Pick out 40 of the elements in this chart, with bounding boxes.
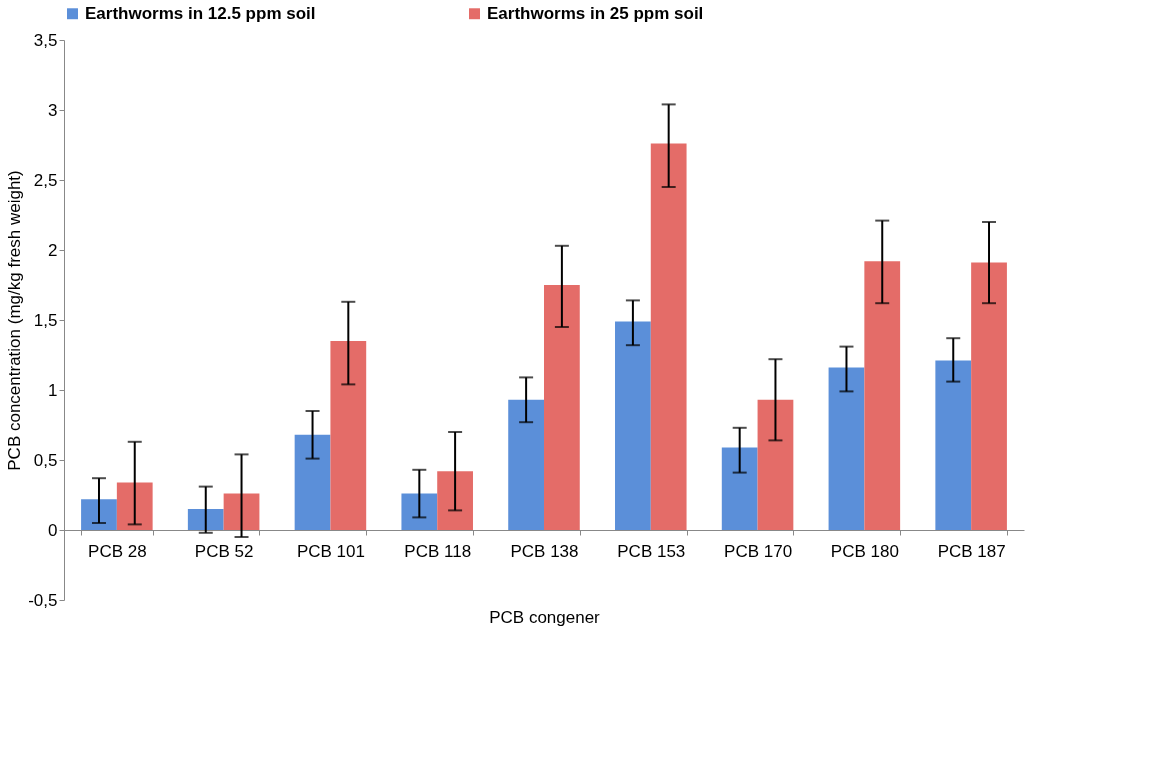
bar	[223, 493, 260, 530]
bar	[864, 261, 901, 530]
x-tick-label: PCB 52	[194, 541, 254, 561]
bar	[187, 509, 224, 530]
x-tick-label: PCB 28	[88, 541, 147, 561]
y-tick-label: 2,5	[33, 170, 58, 190]
y-tick-label: -0,5	[28, 590, 58, 610]
bar	[294, 434, 331, 530]
y-tick-label: 3,5	[33, 30, 58, 50]
bar	[544, 285, 580, 530]
bar	[757, 399, 794, 530]
bar	[330, 341, 367, 530]
y-axis-title: PCB concentration (mg/kg fresh weight)	[5, 170, 25, 471]
bar	[650, 143, 687, 530]
x-tick-label: PCB 187	[937, 541, 1006, 561]
legend-label: Earthworms in 12.5 ppm soil	[85, 3, 316, 23]
x-tick-label: PCB 118	[404, 541, 472, 561]
bar	[437, 471, 473, 530]
legend-label: Earthworms in 25 ppm soil	[487, 3, 704, 23]
bar	[401, 493, 438, 530]
x-tick-label: PCB 180	[830, 541, 899, 561]
y-tick-label: 2	[48, 240, 58, 260]
y-tick-label: 0,5	[33, 450, 58, 470]
x-tick-label: PCB 153	[617, 541, 686, 561]
x-tick-label: PCB 138	[510, 541, 579, 561]
bar	[971, 262, 1007, 530]
y-tick-label: 3	[48, 100, 58, 120]
y-tick-label: 0	[48, 520, 58, 540]
y-tick-label: 1	[48, 380, 58, 400]
x-axis-title: PCB congener	[489, 607, 601, 627]
x-tick-label: PCB 170	[724, 541, 793, 561]
bar	[116, 482, 153, 530]
bar	[828, 367, 865, 530]
bar	[615, 321, 651, 530]
bar	[508, 399, 544, 530]
x-tick-label: PCB 101	[296, 541, 365, 561]
y-tick-label: 1,5	[33, 310, 58, 330]
bar	[935, 360, 972, 530]
bar	[81, 499, 117, 530]
bar	[721, 447, 758, 530]
